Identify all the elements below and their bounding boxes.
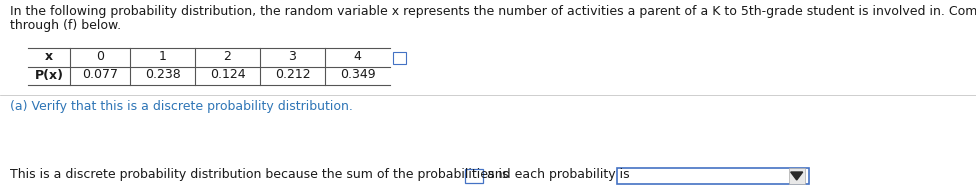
Text: This is a discrete probability distribution because the sum of the probabilities: This is a discrete probability distribut… [10,168,508,181]
Polygon shape [791,172,802,180]
Bar [789,168,804,184]
Text: x: x [45,50,53,63]
Text: 0.349: 0.349 [340,68,376,82]
Text: through (f) below.: through (f) below. [10,19,121,32]
Polygon shape [791,172,802,180]
Text: (a) Verify that this is a discrete probability distribution.: (a) Verify that this is a discrete proba… [10,100,353,113]
Text: P(x): P(x) [34,68,63,82]
Text: 0.077: 0.077 [82,68,118,82]
Text: 0.124: 0.124 [210,68,245,82]
Text: 4: 4 [353,50,361,63]
Text: 1: 1 [158,50,167,63]
Text: 0.212: 0.212 [274,68,310,82]
Bar [393,51,406,64]
Text: 0: 0 [96,50,104,63]
Bar [617,168,809,184]
Bar [466,169,483,183]
Text: 3: 3 [289,50,297,63]
Text: 0.238: 0.238 [144,68,181,82]
Text: In the following probability distribution, the random variable x represents the : In the following probability distributio… [10,5,976,18]
Text: 2: 2 [224,50,231,63]
Text: and each probability is: and each probability is [487,168,630,181]
